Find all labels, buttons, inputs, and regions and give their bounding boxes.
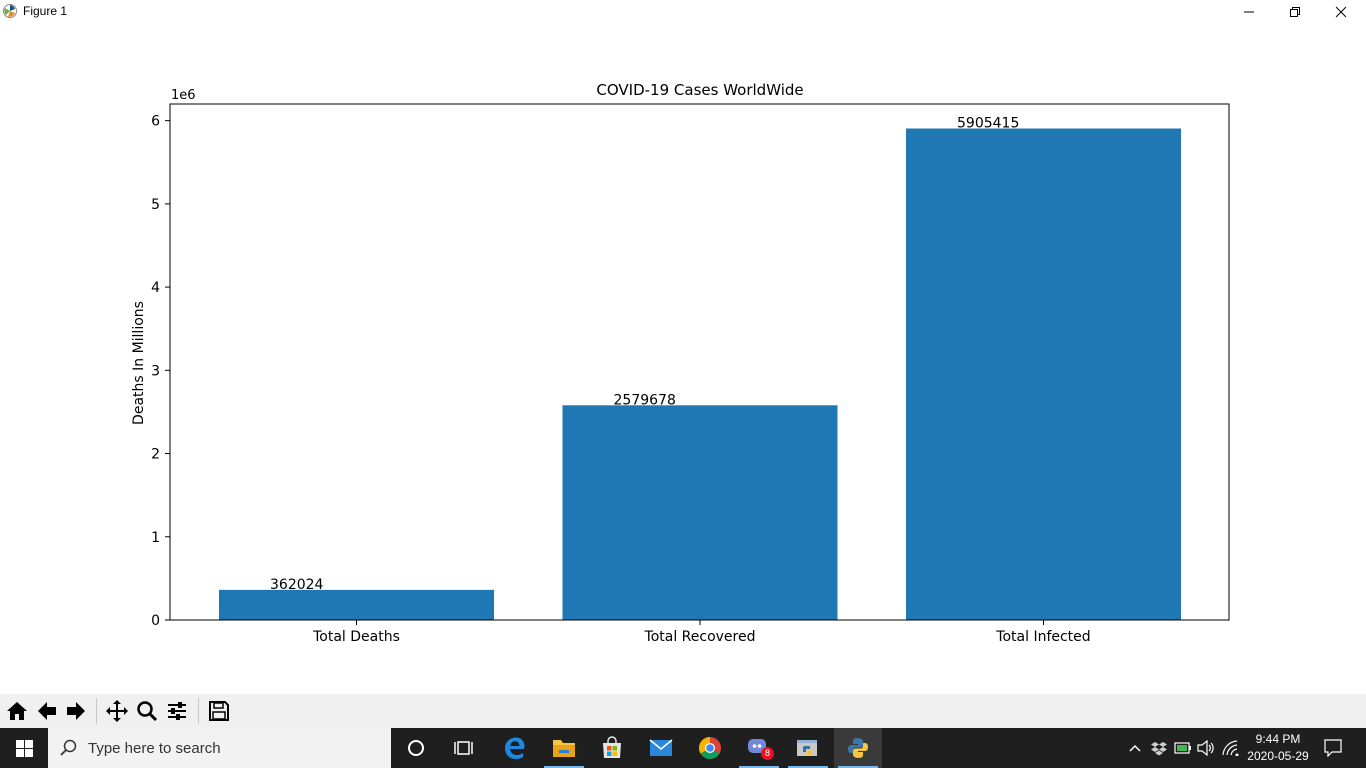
matplotlib-app-icon xyxy=(2,3,18,19)
store-icon xyxy=(603,736,621,758)
y-tick-label: 5 xyxy=(151,197,160,213)
y-tick-label: 4 xyxy=(151,280,160,296)
battery-charging-icon xyxy=(1174,742,1191,754)
x-tick-label: Total Recovered xyxy=(644,629,756,645)
pan-icon xyxy=(106,700,128,722)
search-icon xyxy=(60,739,77,756)
navigation-toolbar xyxy=(0,694,1366,728)
clock-time: 9:44 PM xyxy=(1255,732,1301,746)
close-icon xyxy=(1335,6,1347,18)
mail-taskbar-button[interactable] xyxy=(637,728,685,768)
back-icon xyxy=(38,702,56,720)
window-title: Figure 1 xyxy=(23,4,68,18)
show-hidden-icons-button[interactable] xyxy=(1124,728,1146,768)
save-button[interactable] xyxy=(205,697,233,725)
home-icon xyxy=(7,702,27,720)
search-placeholder: Type here to search xyxy=(88,740,221,757)
bar-chart: COVID-19 Cases WorldWide 1e6 Deaths In M… xyxy=(131,81,1230,645)
action-center-button[interactable] xyxy=(1320,728,1346,768)
network-tray-icon[interactable] xyxy=(1220,728,1242,768)
battery-tray-icon[interactable] xyxy=(1172,728,1194,768)
chrome-icon xyxy=(699,737,721,759)
volume-tray-icon[interactable] xyxy=(1195,728,1217,768)
y-axis-label: Deaths In Millions xyxy=(131,301,147,425)
notifications-icon xyxy=(1324,739,1342,757)
forward-icon xyxy=(67,702,85,720)
file-explorer-taskbar-button[interactable] xyxy=(540,728,588,768)
python-idle-taskbar-button[interactable] xyxy=(784,728,832,768)
running-indicator xyxy=(838,766,878,768)
x-tick-label: Total Infected xyxy=(995,629,1090,645)
start-button[interactable] xyxy=(0,728,48,768)
edge-icon xyxy=(505,737,525,759)
x-tick-label: Total Deaths xyxy=(312,629,400,645)
python-icon xyxy=(848,738,868,758)
y-tick-label: 0 xyxy=(151,613,160,629)
cortana-button[interactable] xyxy=(392,728,440,768)
bar-value-label: 362024 xyxy=(270,577,324,593)
taskbar-search-box[interactable]: Type here to search xyxy=(48,728,391,768)
cortana-icon xyxy=(408,740,424,756)
store-taskbar-button[interactable] xyxy=(588,728,636,768)
toolbar-separator xyxy=(96,698,97,724)
bar-total-recovered xyxy=(562,405,838,620)
mail-icon xyxy=(649,739,673,756)
windows-logo-icon xyxy=(15,739,33,757)
toolbar-separator xyxy=(198,698,199,724)
task-view-icon xyxy=(454,741,473,755)
zoom-button[interactable] xyxy=(133,697,161,725)
y-tick-label: 3 xyxy=(151,363,160,379)
back-button[interactable] xyxy=(33,697,61,725)
chevron-up-icon xyxy=(1129,744,1141,752)
clock-date: 2020-05-29 xyxy=(1247,749,1309,763)
python-idle-icon xyxy=(797,740,817,756)
task-view-button[interactable] xyxy=(440,728,488,768)
dropbox-tray-icon[interactable] xyxy=(1148,728,1170,768)
minimize-icon xyxy=(1244,11,1254,13)
python-figure-taskbar-button[interactable] xyxy=(834,728,882,768)
axes-frame xyxy=(169,103,1230,621)
running-indicator xyxy=(739,766,779,768)
bar-total-deaths xyxy=(219,589,494,620)
windows-taskbar: Type here to search 8 xyxy=(0,728,1366,768)
taskbar-clock[interactable]: 9:44 PM 2020-05-29 xyxy=(1242,731,1314,765)
y-tick-label: 2 xyxy=(151,447,160,463)
wifi-icon xyxy=(1222,740,1239,756)
y-offset-text: 1e6 xyxy=(171,88,196,103)
configure-subplots-button[interactable] xyxy=(163,697,191,725)
chrome-taskbar-button[interactable] xyxy=(686,728,734,768)
bar-value-label: 5905415 xyxy=(957,116,1019,132)
restore-button[interactable] xyxy=(1272,0,1318,24)
y-tick-label: 1 xyxy=(151,530,160,546)
pan-button[interactable] xyxy=(103,697,131,725)
close-button[interactable] xyxy=(1318,0,1364,24)
minimize-button[interactable] xyxy=(1226,0,1272,24)
forward-button[interactable] xyxy=(62,697,90,725)
dropbox-icon xyxy=(1151,741,1167,755)
restore-icon xyxy=(1290,7,1300,17)
zoom-icon xyxy=(137,701,158,722)
bar-total-infected xyxy=(906,128,1181,620)
folder-icon xyxy=(553,740,575,757)
running-indicator xyxy=(788,766,828,768)
bar-value-label: 2579678 xyxy=(614,392,676,408)
discord-taskbar-button[interactable]: 8 xyxy=(735,728,783,768)
notification-badge: 8 xyxy=(761,747,774,760)
speaker-icon xyxy=(1197,740,1214,756)
y-tick-label: 6 xyxy=(151,114,160,130)
edge-taskbar-button[interactable] xyxy=(491,728,539,768)
chart-title: COVID-19 Cases WorldWide xyxy=(596,81,803,99)
save-icon xyxy=(209,701,229,721)
home-button[interactable] xyxy=(3,697,31,725)
figure-canvas[interactable]: COVID-19 Cases WorldWide 1e6 Deaths In M… xyxy=(0,24,1366,694)
configure-subplots-icon xyxy=(168,702,186,720)
window-title-bar: Figure 1 xyxy=(0,0,1366,24)
running-indicator xyxy=(544,766,584,768)
